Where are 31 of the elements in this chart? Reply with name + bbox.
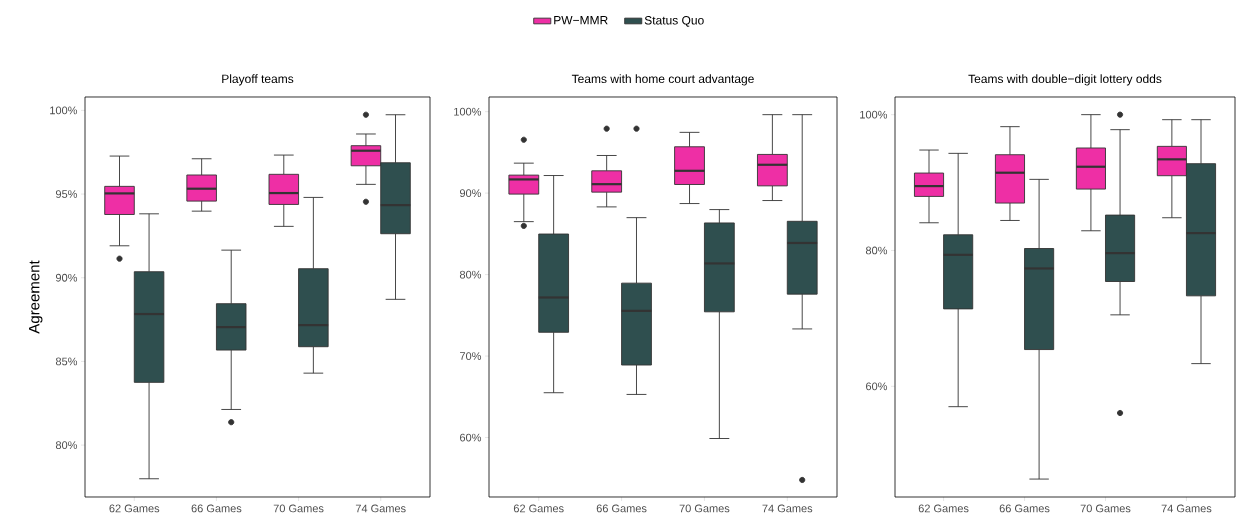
y-tick-label: 95% [55,190,78,198]
x-tick-label: 62 Games [918,504,969,513]
y-tick-label: 80% [55,441,78,450]
chart-title: Teams with home court advantage [571,74,754,86]
x-tick-label: 70 Games [679,504,730,513]
x-tick-label: 62 Games [513,504,564,513]
y-tick-label: 85% [55,357,78,366]
y-tick-label: 60% [866,382,888,391]
y-tick-label: 70% [460,352,482,360]
chart-title: Playoff teams [222,74,294,86]
x-tick-label: 74 Games [762,504,813,513]
legend-label: PW−MMR [554,16,608,25]
chart-title: Teams with double−digit lottery odds [968,74,1162,86]
x-tick-label: 66 Games [596,504,647,513]
y-tick-label: 90% [459,189,482,198]
x-tick-label: 66 Games [999,504,1050,513]
y-tick-label: 80% [459,270,482,279]
x-tick-label: 70 Games [273,504,324,513]
x-tick-label: 74 Games [1161,504,1212,513]
legend-label: Status Quo [644,16,704,27]
y-tick-label: 90% [55,273,78,282]
y-tick-label: 100% [50,106,78,115]
x-tick-label: 66 Games [191,504,242,513]
y-tick-label: 80% [865,246,888,255]
y-tick-label: 100% [454,107,482,116]
y-tick-label: 100% [860,110,888,119]
x-tick-label: 74 Games [355,504,406,513]
x-tick-label: 70 Games [1080,504,1131,513]
y-axis-title: Agreement [29,260,43,334]
x-tick-label: 62 Games [109,504,160,513]
y-tick-label: 60% [460,433,482,442]
